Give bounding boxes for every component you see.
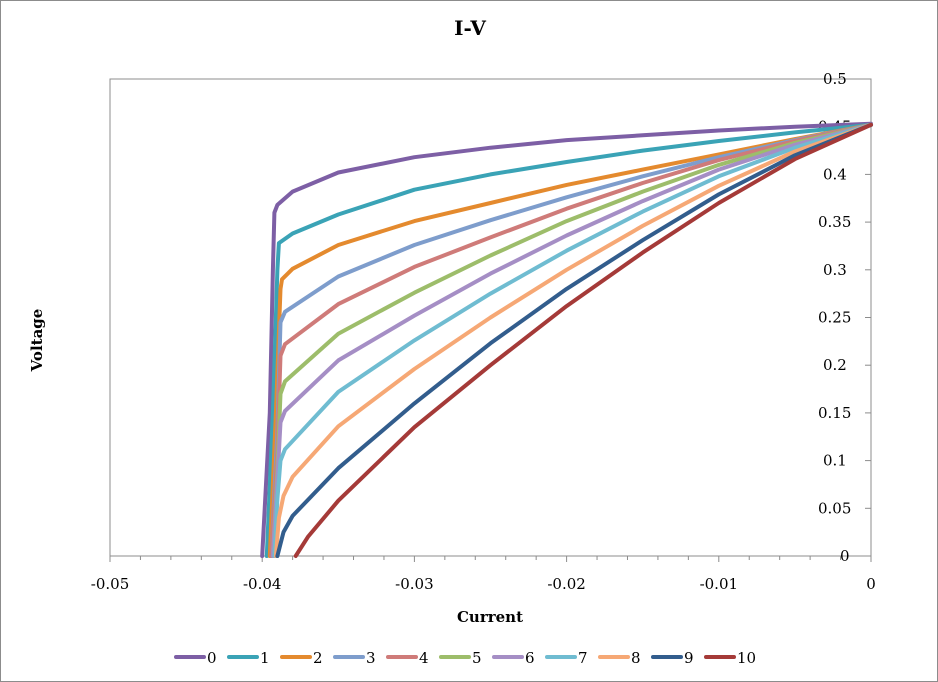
x-tick-label: -0.03 bbox=[395, 575, 433, 593]
series-line-4 bbox=[269, 122, 873, 558]
legend-label: 0 bbox=[207, 649, 217, 667]
y-tick-label: 0.25 bbox=[818, 309, 851, 327]
x-tick-label: 0 bbox=[866, 575, 876, 593]
legend-item-0: 0 bbox=[174, 649, 217, 667]
series-line-7 bbox=[272, 122, 873, 558]
y-tick-label: 0.05 bbox=[818, 499, 851, 517]
legend-label: 9 bbox=[684, 649, 694, 667]
legend-item-3: 3 bbox=[333, 649, 376, 667]
legend-item-7: 7 bbox=[545, 649, 588, 667]
y-tick-label: 0.4 bbox=[823, 165, 847, 183]
chart-title: I-V bbox=[454, 16, 486, 40]
x-axis-label: Current bbox=[457, 608, 523, 626]
series-line-6 bbox=[270, 122, 873, 558]
x-tick-label: -0.02 bbox=[547, 575, 585, 593]
legend-item-2: 2 bbox=[280, 649, 323, 667]
y-tick-label: 0.1 bbox=[823, 452, 847, 470]
y-tick-label: 0.15 bbox=[818, 404, 851, 422]
y-tick-label: 0.5 bbox=[823, 70, 847, 88]
series-line-0 bbox=[260, 121, 873, 558]
legend-item-8: 8 bbox=[598, 649, 641, 667]
y-axis-label: Voltage bbox=[28, 309, 46, 373]
series-line-9 bbox=[275, 122, 873, 558]
series-line-10 bbox=[293, 122, 873, 558]
series-line-1 bbox=[264, 122, 873, 558]
x-tick-label: -0.05 bbox=[91, 575, 129, 593]
legend-item-6: 6 bbox=[492, 649, 535, 667]
y-tick-label: 0 bbox=[840, 547, 850, 565]
y-tick-label: 0.35 bbox=[818, 213, 851, 231]
series-line-2 bbox=[267, 122, 873, 558]
legend-item-5: 5 bbox=[439, 649, 482, 667]
legend-label: 1 bbox=[260, 649, 270, 667]
legend-label: 3 bbox=[366, 649, 376, 667]
x-tick-label: -0.01 bbox=[700, 575, 738, 593]
legend-item-9: 9 bbox=[651, 649, 694, 667]
legend: 0 1 2 3 4 5 6 7 8 9 10 bbox=[174, 649, 756, 667]
legend-label: 5 bbox=[472, 649, 482, 667]
series-line-3 bbox=[269, 122, 873, 558]
y-tick-label: 0.2 bbox=[823, 356, 847, 374]
legend-label: 7 bbox=[578, 649, 588, 667]
x-tick-label: -0.04 bbox=[243, 575, 281, 593]
legend-label: 10 bbox=[737, 649, 756, 667]
legend-item-10: 10 bbox=[704, 649, 756, 667]
legend-label: 2 bbox=[313, 649, 323, 667]
series-layer bbox=[260, 121, 873, 558]
y-tick-label: 0.3 bbox=[823, 261, 847, 279]
legend-item-4: 4 bbox=[386, 649, 429, 667]
series-line-5 bbox=[270, 122, 873, 558]
legend-label: 4 bbox=[419, 649, 429, 667]
legend-label: 8 bbox=[631, 649, 641, 667]
legend-item-1: 1 bbox=[227, 649, 270, 667]
legend-label: 6 bbox=[525, 649, 535, 667]
series-line-8 bbox=[273, 122, 873, 558]
